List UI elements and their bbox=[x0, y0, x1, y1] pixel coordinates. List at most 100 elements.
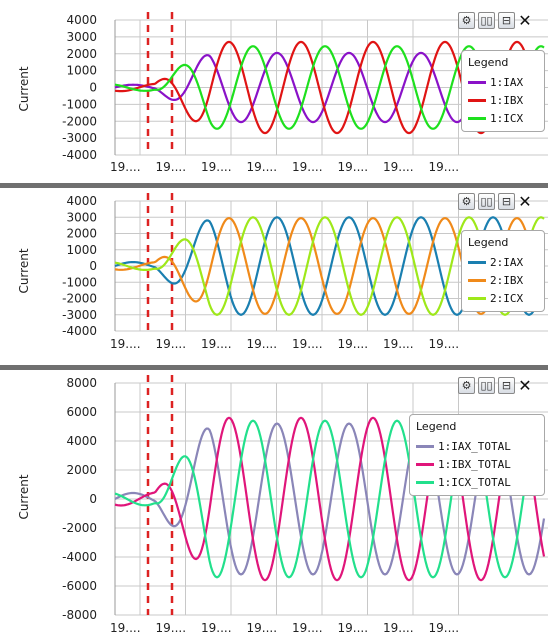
y-tick-label: 0 bbox=[89, 81, 97, 95]
chart-2-settings-button[interactable]: ⚙ bbox=[458, 193, 475, 210]
y-tick-label: 3000 bbox=[66, 210, 97, 224]
series-line-1-ibx-total bbox=[114, 416, 546, 582]
x-tick-label: 19.... bbox=[383, 621, 414, 635]
chart-1-split-rows-button[interactable]: ⊟ bbox=[498, 12, 515, 29]
gear-icon: ⚙ bbox=[461, 379, 472, 392]
chart-3-settings-button[interactable]: ⚙ bbox=[458, 377, 475, 394]
chart-1-y-axis-label: Current bbox=[17, 66, 31, 112]
y-tick-label: 3000 bbox=[66, 30, 97, 44]
x-tick-label: 19.... bbox=[110, 337, 141, 351]
close-icon: ✕ bbox=[518, 10, 532, 30]
legend-label: 2:IBX bbox=[490, 273, 524, 287]
y-tick-label: -2000 bbox=[62, 292, 97, 306]
y-tick-label: -3000 bbox=[62, 131, 97, 145]
legend-item: 2:ICX bbox=[468, 289, 538, 307]
legend-swatch bbox=[468, 80, 486, 84]
chart-3-legend: Legend 1:IAX_TOTAL 1:IBX_TOTAL 1:ICX_TOT… bbox=[409, 414, 545, 496]
x-tick-label: 19.... bbox=[247, 337, 278, 351]
split-columns-icon: ▯▯ bbox=[480, 379, 493, 392]
chart-1-toolbar: ⚙ ▯▯ ⊟ ✕ bbox=[458, 12, 532, 29]
panel-separator[interactable] bbox=[0, 183, 548, 188]
y-tick-label: -4000 bbox=[62, 550, 97, 564]
legend-swatch bbox=[468, 260, 486, 264]
legend-item: 1:IBX bbox=[468, 91, 538, 109]
x-tick-label: 19.... bbox=[429, 621, 460, 635]
split-columns-icon: ▯▯ bbox=[480, 195, 493, 208]
chart-3-svg: 8000 6000 4000 2000 0 -2000 -4000 -6000 -8000 19.… bbox=[62, 375, 548, 635]
x-tick-label: 19.... bbox=[292, 160, 323, 174]
chart-panel-2: 4000 3000 2000 1000 0 -1000 -2000 -3000 -4000 19.… bbox=[0, 188, 548, 365]
chart-2-split-columns-button[interactable]: ▯▯ bbox=[478, 193, 495, 210]
close-icon: ✕ bbox=[518, 375, 532, 395]
chart-2-y-axis-label: Current bbox=[17, 248, 31, 294]
legend-label: 1:IBX bbox=[490, 93, 524, 107]
chart-2-toolbar: ⚙ ▯▯ ⊟ ✕ bbox=[458, 193, 532, 210]
x-tick-label: 19.... bbox=[429, 160, 460, 174]
legend-swatch bbox=[468, 278, 486, 282]
chart-3-y-axis-label: Current bbox=[17, 474, 31, 520]
x-tick-label: 19.... bbox=[247, 160, 278, 174]
legend-item: 1:IBX_TOTAL bbox=[416, 455, 538, 473]
legend-label: 2:IAX bbox=[490, 255, 524, 269]
x-tick-label: 19.... bbox=[292, 621, 323, 635]
chart-3-split-columns-button[interactable]: ▯▯ bbox=[478, 377, 495, 394]
legend-item: 1:ICX_TOTAL bbox=[416, 473, 538, 491]
x-tick-label: 19.... bbox=[201, 621, 232, 635]
chart-2-legend-title: Legend bbox=[468, 236, 509, 249]
y-tick-label: 2000 bbox=[66, 47, 97, 61]
chart-panel-1: 4000 3000 2000 1000 0 -1000 -2000 -3000 -4000 19.… bbox=[0, 0, 548, 183]
y-tick-label: -1000 bbox=[62, 97, 97, 111]
y-tick-label: 4000 bbox=[66, 434, 97, 448]
y-tick-label: 0 bbox=[89, 492, 97, 506]
split-rows-icon: ⊟ bbox=[501, 195, 512, 208]
y-tick-label: 2000 bbox=[66, 463, 97, 477]
series-line-1-iax-total bbox=[114, 422, 546, 576]
y-tick-label: -4000 bbox=[62, 324, 97, 338]
close-icon: ✕ bbox=[518, 191, 532, 211]
chart-panel-3: 8000 6000 4000 2000 0 -2000 -4000 -6000 -8000 19.… bbox=[0, 370, 548, 637]
legend-item: 1:IAX_TOTAL bbox=[416, 437, 538, 455]
panel-separator[interactable] bbox=[0, 365, 548, 370]
legend-swatch bbox=[468, 296, 486, 300]
y-tick-label: -4000 bbox=[62, 148, 97, 162]
legend-item: 2:IBX bbox=[468, 271, 538, 289]
legend-swatch bbox=[468, 116, 486, 120]
x-tick-label: 19.... bbox=[383, 160, 414, 174]
legend-swatch bbox=[468, 98, 486, 102]
legend-swatch bbox=[416, 462, 434, 466]
chart-1-split-columns-button[interactable]: ▯▯ bbox=[478, 12, 495, 29]
x-tick-label: 19.... bbox=[338, 621, 369, 635]
y-tick-label: 6000 bbox=[66, 405, 97, 419]
chart-1-settings-button[interactable]: ⚙ bbox=[458, 12, 475, 29]
chart-2-legend: Legend 2:IAX 2:IBX 2:ICX bbox=[461, 230, 545, 312]
y-tick-label: -8000 bbox=[62, 608, 97, 622]
legend-label: 2:ICX bbox=[490, 291, 524, 305]
x-tick-label: 19.... bbox=[156, 337, 187, 351]
chart-2-close-button[interactable]: ✕ bbox=[518, 193, 532, 210]
legend-label: 1:ICX bbox=[490, 111, 524, 125]
x-tick-label: 19.... bbox=[338, 160, 369, 174]
x-tick-label: 19.... bbox=[292, 337, 323, 351]
chart-3-legend-title: Legend bbox=[416, 420, 457, 433]
chart-3-split-rows-button[interactable]: ⊟ bbox=[498, 377, 515, 394]
split-rows-icon: ⊟ bbox=[501, 379, 512, 392]
legend-label: 1:IAX_TOTAL bbox=[438, 439, 511, 453]
x-tick-label: 19.... bbox=[429, 337, 460, 351]
y-tick-label: 4000 bbox=[66, 194, 97, 208]
legend-item: 1:IAX bbox=[468, 73, 538, 91]
chart-3-close-button[interactable]: ✕ bbox=[518, 377, 532, 394]
y-tick-label: -6000 bbox=[62, 579, 97, 593]
chart-1-close-button[interactable]: ✕ bbox=[518, 12, 532, 29]
x-tick-label: 19.... bbox=[110, 160, 141, 174]
gear-icon: ⚙ bbox=[461, 14, 472, 27]
split-rows-icon: ⊟ bbox=[501, 14, 512, 27]
legend-item: 1:ICX bbox=[468, 109, 538, 127]
x-tick-label: 19.... bbox=[247, 621, 278, 635]
y-tick-label: 1000 bbox=[66, 243, 97, 257]
chart-1-legend-title: Legend bbox=[468, 56, 509, 69]
y-tick-label: -3000 bbox=[62, 308, 97, 322]
x-tick-label: 19.... bbox=[338, 337, 369, 351]
chart-2-split-rows-button[interactable]: ⊟ bbox=[498, 193, 515, 210]
y-tick-label: 4000 bbox=[66, 13, 97, 27]
chart-3-toolbar: ⚙ ▯▯ ⊟ ✕ bbox=[458, 377, 532, 394]
